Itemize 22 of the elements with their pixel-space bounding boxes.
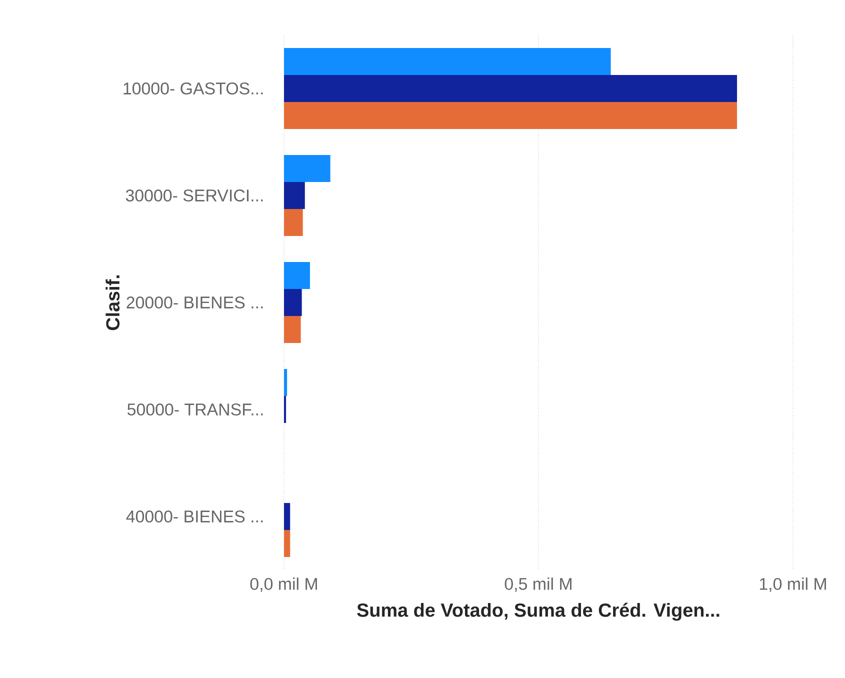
bar [284,208,303,236]
y-axis-title: Clasif. [106,275,120,330]
bar [284,102,738,129]
y-tick-label: 20000- BIENES ... [126,296,263,308]
bar [284,316,301,343]
bar [284,182,305,209]
bar [284,154,330,182]
bar [284,502,290,530]
bar [284,262,310,289]
y-tick-label: 30000- SERVICI... [126,189,263,202]
y-tick-label: 40000- BIENES ... [126,510,263,522]
bar [284,48,611,75]
x-tick-label: 0,0 mil M [250,578,317,592]
bar [284,368,288,396]
x-tick-label: 1,0 mil M [760,578,826,592]
bar [284,530,290,557]
bar [284,288,302,316]
y-tick-label: 50000- TRANSF... [127,403,263,416]
x-tick-label: 0,5 mil M [504,578,572,592]
y-tick-label: 10000- GASTOS... [124,82,263,94]
x-axis-title: Suma de Votado, Suma de Créd. Vigen... [357,602,720,621]
bar [284,74,738,102]
